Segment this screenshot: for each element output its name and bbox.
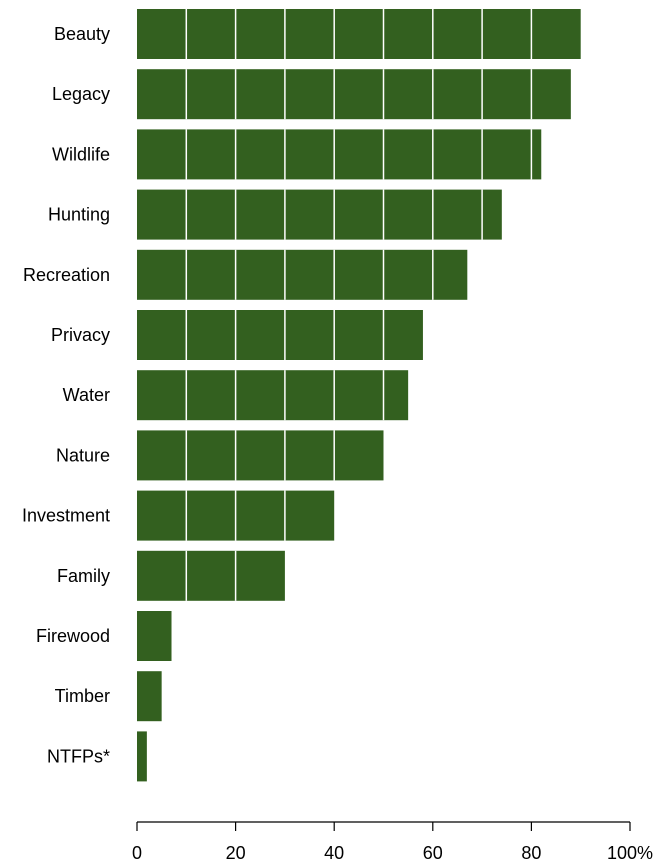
x-tick-label: 0 (132, 843, 142, 863)
category-label: Wildlife (52, 144, 110, 164)
bar-water (137, 370, 409, 421)
bar-hunting (137, 189, 502, 240)
bar-timber (137, 671, 162, 722)
bar-ntfps (137, 731, 147, 782)
bar-privacy (137, 310, 423, 360)
category-label: Privacy (51, 325, 110, 345)
bar-recreation (137, 249, 468, 300)
x-tick-label: 40 (324, 843, 344, 863)
category-label: NTFPs* (47, 746, 110, 766)
category-label: Nature (56, 445, 110, 465)
bars-group (137, 9, 581, 782)
bar-legacy (137, 69, 571, 120)
category-label: Investment (22, 506, 110, 526)
category-label: Water (63, 385, 110, 405)
x-tick-label: 100% (607, 843, 653, 863)
x-tick-label: 20 (226, 843, 246, 863)
bar-gridlines (185, 9, 533, 601)
x-axis: 0 20 40 60 80 100% (132, 821, 653, 863)
category-labels: Beauty Legacy Wildlife Hunting Recreation Pri… (22, 24, 110, 766)
bar-nature (137, 430, 384, 481)
x-tick-label: 60 (423, 843, 443, 863)
bar-beauty (137, 9, 581, 59)
category-label: Recreation (23, 265, 110, 285)
category-label: Legacy (52, 84, 110, 104)
category-label: Timber (55, 686, 110, 706)
category-label: Beauty (54, 24, 110, 44)
category-label: Family (57, 566, 110, 586)
bar-family (137, 550, 285, 601)
category-label: Firewood (36, 626, 110, 646)
bar-wildlife (137, 129, 542, 180)
x-tick-label: 80 (521, 843, 541, 863)
bar-firewood (137, 611, 172, 661)
category-label: Hunting (48, 205, 110, 225)
